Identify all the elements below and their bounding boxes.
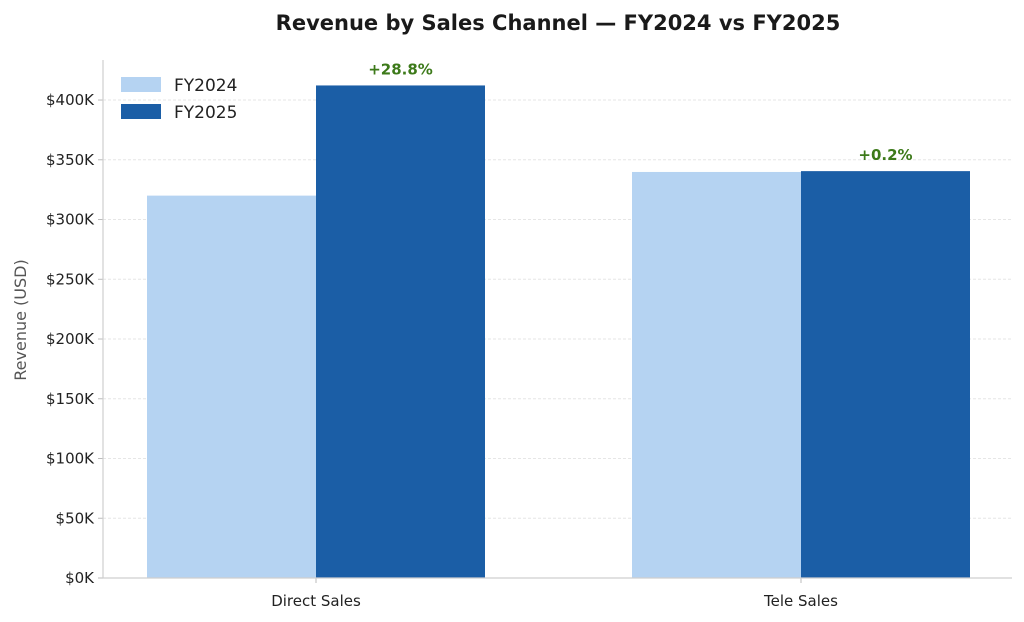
chart-title: Revenue by Sales Channel — FY2024 vs FY2… (276, 11, 841, 35)
y-tick-label: $200K (46, 330, 95, 348)
y-tick-label: $350K (46, 151, 95, 169)
y-tick-label: $150K (46, 390, 95, 408)
change-annotation: +0.2% (858, 146, 912, 164)
y-axis-label: Revenue (USD) (11, 259, 30, 380)
bar-FY2025-direct-sales (316, 85, 485, 578)
legend-label: FY2024 (174, 76, 237, 96)
legend-swatch (121, 77, 161, 92)
y-tick-label: $300K (46, 211, 95, 229)
bar-FY2024-tele-sales (632, 171, 801, 578)
x-tick-label: Direct Sales (271, 592, 361, 610)
legend-label: FY2025 (174, 103, 237, 123)
legend-swatch (121, 104, 161, 119)
legend: FY2024 FY2025 (121, 76, 237, 123)
x-tick-label: Tele Sales (763, 592, 838, 610)
y-tick-label: $0K (65, 569, 95, 587)
y-tick-label: $100K (46, 450, 95, 468)
y-tick-label: $400K (46, 91, 95, 109)
change-annotation: +28.8% (368, 60, 433, 78)
y-tick-label: $250K (46, 270, 95, 288)
bar-FY2024-direct-sales (147, 195, 316, 578)
y-tick-label: $50K (56, 509, 96, 527)
bar-FY2025-tele-sales (801, 171, 970, 578)
